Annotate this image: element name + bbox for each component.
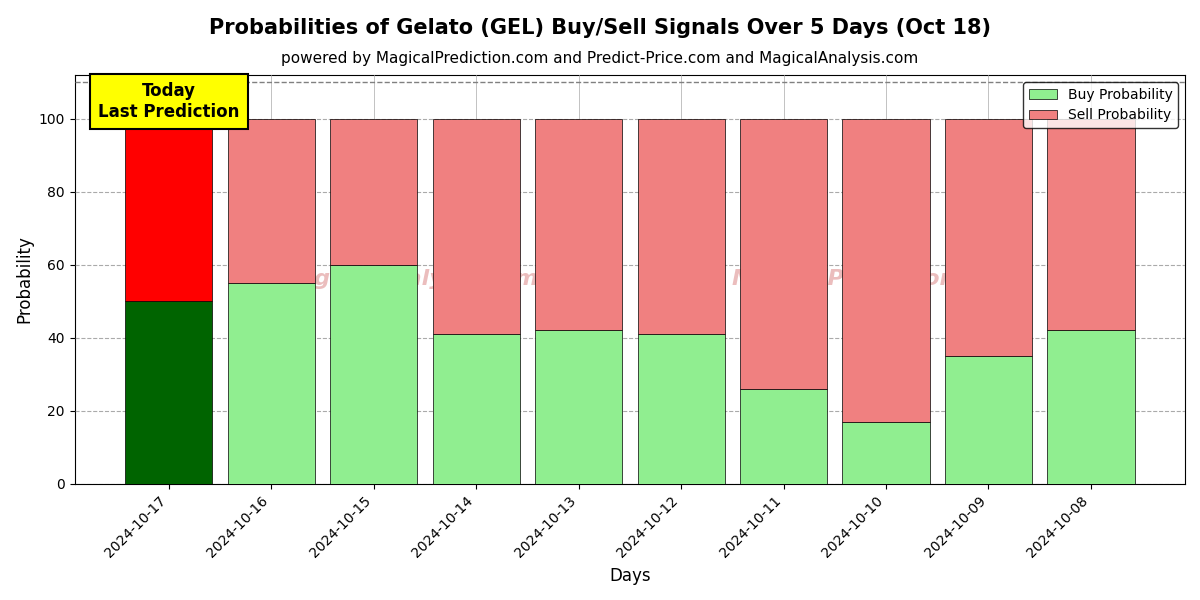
Bar (842, 422, 930, 484)
Text: MagicalAnalysis.com: MagicalAnalysis.com (277, 269, 539, 289)
Text: MagicalPrediction.com: MagicalPrediction.com (732, 269, 1016, 289)
Text: Probabilities of Gelato (GEL) Buy/Sell Signals Over 5 Days (Oct 18): Probabilities of Gelato (GEL) Buy/Sell S… (209, 18, 991, 38)
Text: powered by MagicalPrediction.com and Predict-Price.com and MagicalAnalysis.com: powered by MagicalPrediction.com and Pre… (281, 51, 919, 66)
Bar (535, 331, 622, 484)
Bar (944, 119, 1032, 356)
Bar (228, 283, 314, 484)
Bar (842, 119, 930, 422)
Bar (228, 119, 314, 283)
Bar (944, 356, 1032, 484)
Bar (330, 119, 418, 265)
Bar (125, 119, 212, 301)
Bar (432, 334, 520, 484)
Bar (740, 389, 827, 484)
Bar (637, 334, 725, 484)
Legend: Buy Probability, Sell Probability: Buy Probability, Sell Probability (1024, 82, 1178, 128)
Bar (535, 119, 622, 331)
Bar (637, 119, 725, 334)
Bar (432, 119, 520, 334)
Bar (1048, 331, 1134, 484)
Bar (740, 119, 827, 389)
Text: Today
Last Prediction: Today Last Prediction (98, 82, 239, 121)
X-axis label: Days: Days (610, 567, 650, 585)
Y-axis label: Probability: Probability (16, 235, 34, 323)
Bar (330, 265, 418, 484)
Bar (125, 301, 212, 484)
Bar (1048, 119, 1134, 331)
